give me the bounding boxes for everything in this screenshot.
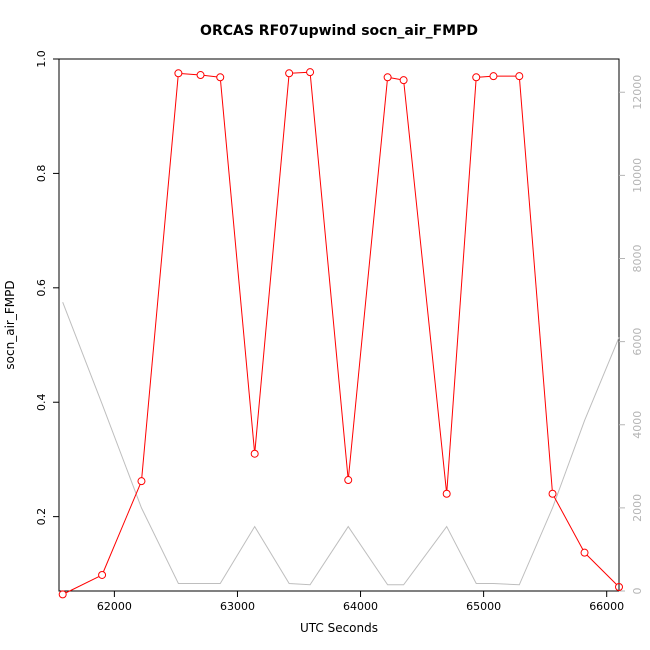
y-tick-label: 0.8 (35, 165, 48, 183)
series-line-right-axis (62, 301, 620, 586)
y2-tick-label: 12000 (631, 75, 644, 110)
series-segment (479, 75, 491, 78)
data-point (515, 72, 524, 81)
series-segment (553, 496, 584, 550)
data-point (137, 477, 146, 486)
y2-tick-label: 8000 (631, 245, 644, 273)
y2-tick-label: 4000 (631, 411, 644, 439)
y2-tick-label: 2000 (631, 494, 644, 522)
y-tick-label: 0.2 (35, 508, 48, 526)
series-segment (141, 76, 179, 478)
data-point (399, 76, 408, 85)
data-point (196, 71, 205, 80)
data-point (285, 69, 294, 78)
data-point (383, 73, 392, 82)
data-point (580, 548, 589, 557)
series-segment (309, 75, 349, 477)
data-point (344, 476, 353, 485)
series-segment (220, 80, 255, 451)
y-axis-label: socn_air_FMPD (3, 280, 17, 369)
chart-title: ORCAS RF07upwind socn_air_FMPD (200, 23, 478, 39)
series-segment (446, 80, 477, 491)
series-segment (348, 80, 388, 477)
x-tick-label: 62000 (97, 600, 132, 613)
data-point (216, 73, 225, 82)
series-layer (58, 68, 623, 599)
data-point (306, 68, 315, 77)
series-segment (65, 576, 100, 594)
data-point (442, 489, 451, 498)
plot-frame (58, 58, 620, 592)
series-segment (102, 484, 141, 572)
x-tick-label: 63000 (220, 600, 255, 613)
data-point (615, 582, 623, 591)
data-point (548, 489, 557, 498)
data-point (98, 570, 107, 579)
data-point (489, 72, 498, 81)
y2-tick-label: 6000 (631, 328, 644, 356)
series-segment (519, 79, 553, 491)
series-segment (403, 83, 447, 491)
x-tick-label: 65000 (466, 600, 501, 613)
x-axis-label: UTC Seconds (300, 621, 378, 635)
y-tick-label: 0.4 (35, 393, 48, 411)
y2-tick-label: 0 (631, 588, 644, 595)
series-segment (390, 77, 401, 81)
x-tick-label: 64000 (343, 600, 378, 613)
data-point (58, 590, 67, 599)
y2-tick-label: 10000 (631, 158, 644, 193)
data-point (174, 69, 183, 78)
series-segment (292, 71, 307, 74)
data-point (472, 73, 481, 82)
series-segment (203, 74, 217, 78)
series-segment (181, 73, 198, 76)
x-tick-label: 66000 (589, 600, 624, 613)
data-point (250, 449, 259, 458)
axes: 62000 63000 64000 65000 66000 0.2 0.4 0.6 0.8 1.0… (35, 50, 644, 613)
y-tick-label: 0.6 (35, 279, 48, 297)
series-segment (586, 554, 617, 585)
y-tick-label: 1.0 (35, 50, 48, 68)
series-segment (254, 76, 290, 451)
